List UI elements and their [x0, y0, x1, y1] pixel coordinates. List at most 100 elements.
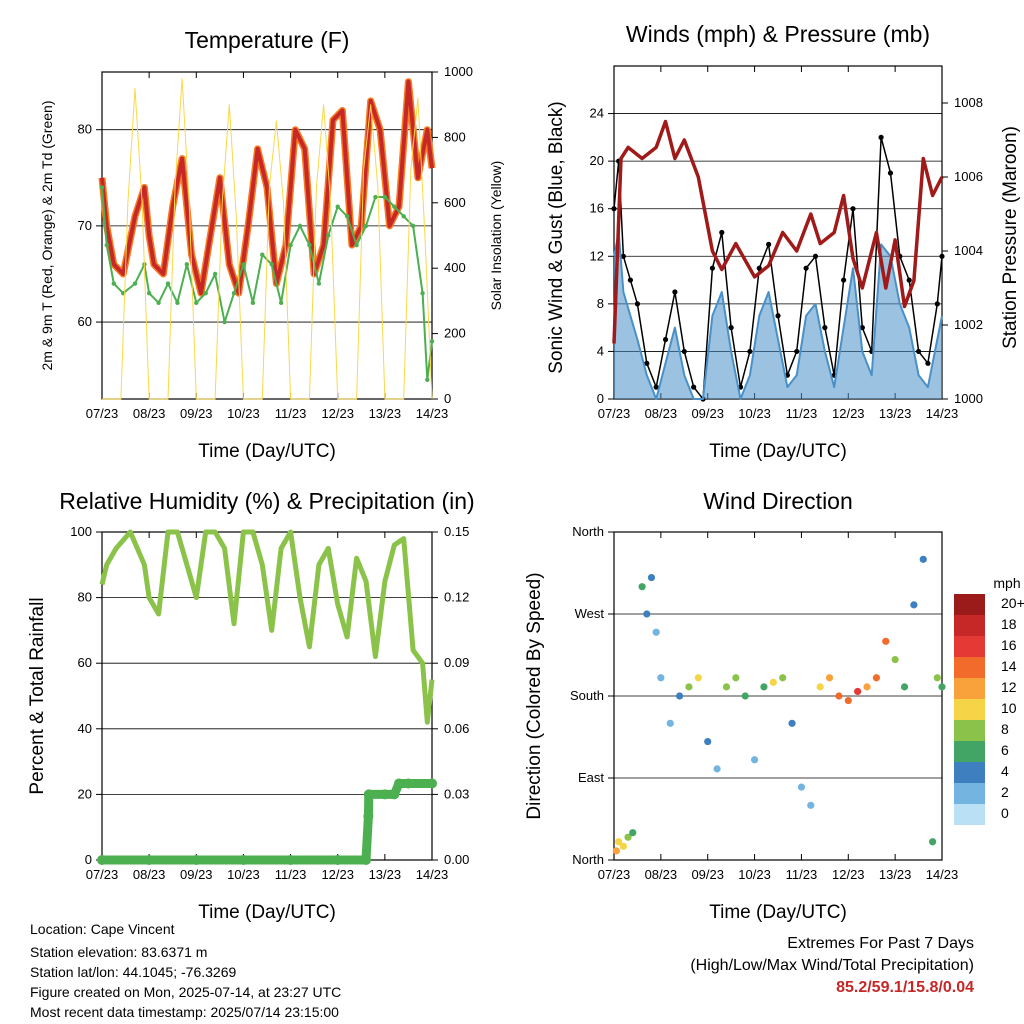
legend-label: 16	[1001, 637, 1017, 653]
x-tick-label: 14/23	[416, 406, 449, 421]
footer-recent: Most recent data timestamp: 2025/07/14 2…	[30, 1004, 339, 1020]
dewpoint-point	[231, 291, 237, 296]
direction-point	[612, 847, 620, 855]
direction-point	[704, 737, 712, 746]
direction-point	[713, 765, 721, 773]
x-tick-label: 11/23	[275, 867, 307, 882]
dewpoint-point	[156, 300, 161, 306]
y2-tick-label: 0.06	[444, 721, 469, 736]
legend-label: 8	[1001, 721, 1009, 737]
direction-point	[647, 573, 656, 582]
y-axis-label: 2m & 9m T (Red, Orange) & 2m Td (Green)	[39, 101, 55, 371]
dewpoint-point	[99, 185, 105, 190]
x-tick-label: 09/23	[180, 867, 213, 882]
rainfall-point	[403, 778, 414, 789]
y2-axis-label: Solar Insolation (Yellow)	[488, 161, 504, 311]
y-tick-label: North	[572, 852, 604, 867]
dewpoint-point	[344, 214, 350, 219]
y-tick-label: 0	[85, 852, 92, 867]
x-tick-label: 09/23	[691, 406, 724, 421]
legend-swatch	[954, 783, 985, 804]
y-tick-label: 0	[597, 391, 604, 406]
x-tick-label: 14/23	[926, 406, 959, 421]
direction-point	[807, 801, 815, 809]
gust-point	[627, 277, 634, 283]
plot-frame-0	[101, 71, 433, 400]
gust-point	[644, 360, 650, 366]
dewpoint-point	[146, 291, 152, 296]
series-solar-line	[102, 78, 433, 400]
legend-label: 4	[1001, 763, 1009, 779]
extremes-box: Extremes For Past 7 Days (High/Low/Max W…	[690, 935, 974, 997]
footer-latlon: Station lat/lon: 44.1045; -76.3269	[30, 964, 237, 980]
dewpoint-point	[429, 339, 435, 344]
legend-label: 12	[1001, 679, 1017, 695]
legend-swatch	[954, 594, 985, 615]
dewpoint-point	[326, 233, 331, 238]
x-tick-label: 08/23	[133, 406, 166, 421]
x-axis-label: Time (Day/UTC)	[709, 902, 847, 923]
rainfall-point	[97, 855, 107, 865]
y-axis-label: Percent & Total Rainfall	[27, 597, 48, 794]
direction-point	[844, 696, 852, 705]
dewpoint-point	[104, 242, 109, 248]
direction-point	[750, 756, 759, 764]
x-tick-label: 12/23	[321, 867, 354, 882]
y-tick-label: 8	[597, 296, 604, 311]
dewpoint-point	[194, 300, 199, 306]
direction-point	[910, 601, 918, 609]
y2-tick-label: 0.12	[444, 590, 469, 605]
rainfall-point	[285, 855, 296, 865]
direction-point	[863, 683, 871, 691]
x-tick-label: 09/23	[180, 406, 213, 421]
direction-point	[816, 683, 824, 691]
direction-point	[666, 719, 674, 727]
direction-point	[741, 692, 749, 700]
y-axis-label: Direction (Colored By Speed)	[524, 572, 545, 819]
legend-label: 18	[1001, 616, 1017, 632]
x-tick-label: 07/23	[598, 406, 631, 421]
dewpoint-point	[269, 262, 274, 267]
y-tick-label: North	[572, 524, 604, 539]
series-rh-line	[99, 529, 435, 725]
gust-point	[775, 313, 781, 319]
x-tick-label: 10/23	[227, 406, 260, 421]
dewpoint-point	[203, 291, 208, 296]
y2-tick-label: 1000	[444, 64, 473, 79]
direction-point	[638, 583, 646, 591]
dewpoint-point	[392, 204, 397, 209]
x-tick-label: 07/23	[86, 406, 119, 421]
x-tick-label: 08/23	[645, 867, 678, 882]
dewpoint-point	[165, 281, 171, 286]
direction-point	[676, 692, 684, 700]
rainfall-point	[144, 855, 155, 865]
dewpoint-point	[425, 377, 430, 382]
x-tick-label: 08/23	[645, 406, 678, 421]
dewpoint-point	[354, 242, 359, 248]
gust-point	[672, 289, 678, 295]
y-tick-label: 40	[78, 721, 92, 736]
y2-tick-label: 0	[444, 391, 451, 406]
x-tick-label: 11/23	[786, 867, 818, 882]
y2-tick-label: 1000	[954, 391, 983, 406]
direction-point	[652, 628, 660, 636]
legend-swatch	[954, 699, 985, 720]
y2-tick-label: 600	[444, 195, 466, 210]
footer-created: Figure created on Mon, 2025-07-14, at 23…	[30, 984, 342, 1000]
x-tick-label: 10/23	[227, 867, 260, 882]
direction-point	[779, 674, 787, 682]
direction-point	[769, 678, 777, 686]
y-tick-label: West	[575, 606, 605, 621]
y2-tick-label: 1006	[954, 169, 983, 184]
rainfall-point	[332, 855, 343, 865]
extremes-title: Extremes For Past 7 Days	[787, 935, 974, 952]
rainfall-point	[191, 855, 202, 865]
footer-location: Location: Cape Vincent	[30, 921, 175, 937]
extremes-values: 85.2/59.1/15.8/0.04	[836, 979, 974, 996]
y2-tick-label: 400	[444, 260, 466, 275]
gust-point	[662, 336, 669, 343]
series-2m-temp-line	[100, 79, 434, 296]
direction-point	[732, 674, 740, 682]
rainfall-point	[379, 789, 390, 800]
